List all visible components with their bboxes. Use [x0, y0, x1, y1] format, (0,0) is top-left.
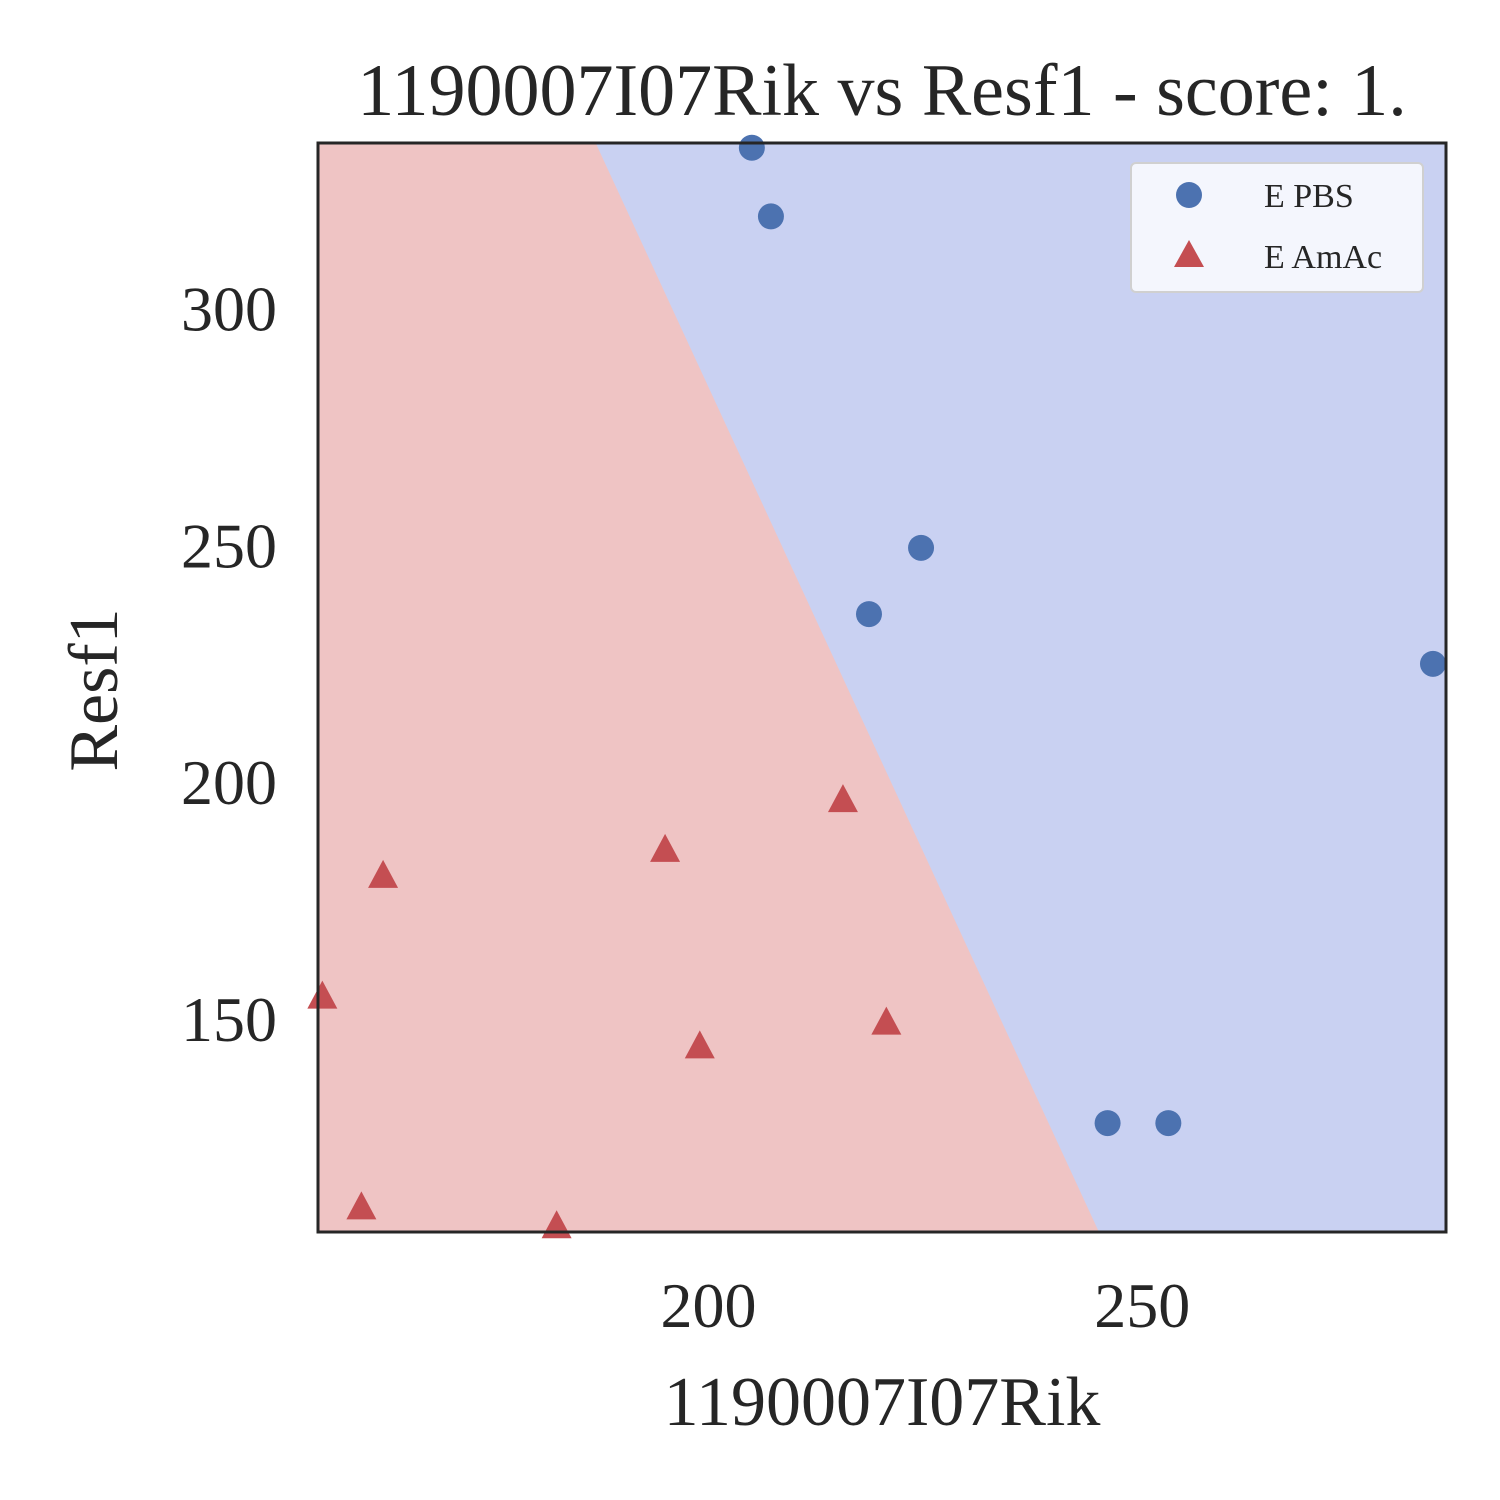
point-e-pbs — [1419, 650, 1446, 677]
y-axis-label: Resf1 — [56, 608, 133, 771]
point-e-amac — [346, 1191, 377, 1220]
legend-marker-e-amac — [1174, 240, 1204, 267]
legend-marker-e-pbs — [1176, 182, 1202, 208]
point-e-pbs — [855, 601, 882, 628]
point-e-pbs — [757, 203, 784, 230]
x-tick-label: 200 — [660, 1270, 756, 1341]
y-tick-label: 200 — [181, 747, 277, 818]
point-e-amac — [871, 1006, 902, 1035]
legend: E PBS E AmAc — [1130, 162, 1424, 293]
region-left — [318, 143, 1099, 1232]
y-tick-label: 150 — [181, 984, 277, 1055]
plot-frame — [316, 141, 1448, 1234]
y-tick-label: 300 — [181, 274, 277, 345]
decision-regions — [318, 143, 1446, 1232]
y-tick-label: 250 — [181, 510, 277, 581]
legend-label-e-pbs: E PBS — [1264, 178, 1354, 215]
point-e-pbs — [908, 534, 935, 561]
x-axis-label: 1190007I07Rik — [664, 1364, 1101, 1441]
point-e-pbs — [738, 134, 765, 161]
data-points — [307, 134, 1446, 1239]
x-tick-label: 250 — [1094, 1270, 1190, 1341]
legend-label-e-amac: E AmAc — [1264, 239, 1382, 276]
x-axis-ticks: 200 250 — [660, 1270, 1190, 1341]
legend-box — [1130, 162, 1424, 293]
point-e-amac — [650, 833, 681, 862]
point-e-amac — [827, 784, 858, 813]
point-e-amac — [684, 1030, 715, 1059]
point-e-amac — [307, 980, 338, 1009]
point-e-pbs — [1155, 1110, 1182, 1137]
point-e-pbs — [1094, 1110, 1121, 1137]
point-e-amac — [368, 859, 399, 888]
y-axis-ticks: 150 200 250 300 — [181, 274, 277, 1055]
chart-title: 1190007I07Rik vs Resf1 - score: 1. — [357, 50, 1407, 132]
